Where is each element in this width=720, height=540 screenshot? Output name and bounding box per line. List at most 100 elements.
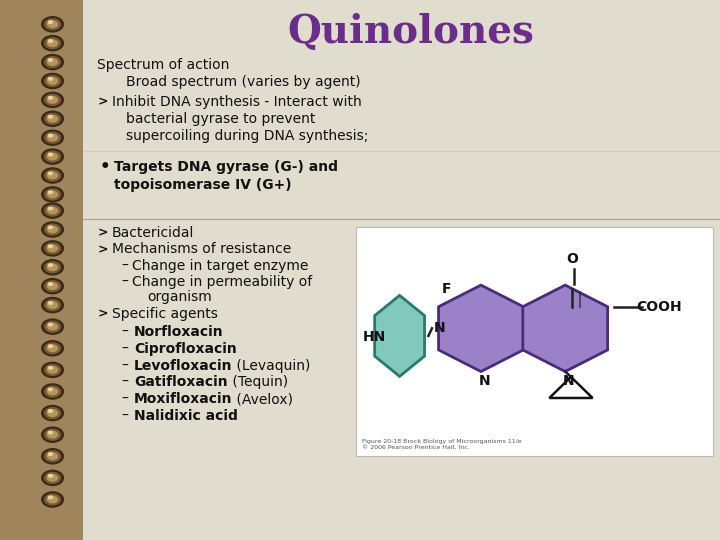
- Text: –: –: [121, 325, 128, 339]
- Bar: [356, 227, 713, 456]
- Ellipse shape: [45, 132, 60, 143]
- Text: Bactericidal: Bactericidal: [112, 226, 194, 240]
- Text: Spectrum of action: Spectrum of action: [97, 58, 230, 72]
- Text: •: •: [99, 158, 110, 177]
- Ellipse shape: [45, 94, 60, 105]
- Ellipse shape: [48, 366, 53, 369]
- Text: Gatifloxacin: Gatifloxacin: [134, 375, 228, 389]
- Polygon shape: [374, 295, 425, 376]
- Ellipse shape: [45, 451, 60, 462]
- Ellipse shape: [42, 222, 63, 237]
- Ellipse shape: [48, 323, 53, 326]
- Ellipse shape: [45, 281, 60, 292]
- Ellipse shape: [48, 191, 53, 194]
- Ellipse shape: [48, 367, 58, 373]
- Text: Quinolones: Quinolones: [287, 14, 534, 51]
- Ellipse shape: [48, 409, 53, 413]
- Ellipse shape: [42, 279, 63, 294]
- Ellipse shape: [42, 55, 63, 70]
- Polygon shape: [438, 285, 523, 372]
- Ellipse shape: [48, 58, 53, 62]
- Ellipse shape: [42, 111, 63, 126]
- Ellipse shape: [42, 149, 63, 164]
- Ellipse shape: [42, 17, 63, 32]
- Ellipse shape: [48, 207, 53, 210]
- Text: F: F: [441, 282, 451, 296]
- Text: Specific agents: Specific agents: [112, 307, 217, 321]
- Ellipse shape: [45, 76, 60, 86]
- Ellipse shape: [48, 39, 53, 42]
- Text: –: –: [121, 375, 128, 389]
- Ellipse shape: [48, 134, 53, 137]
- Ellipse shape: [45, 205, 60, 216]
- Text: Figure 20-18 Brock Biology of Microorganisms 11/e
© 2006 Pearson Prentice Hall, : Figure 20-18 Brock Biology of Microorgan…: [362, 439, 522, 450]
- Ellipse shape: [48, 40, 58, 46]
- Text: Ciprofloxacin: Ciprofloxacin: [134, 342, 237, 356]
- Ellipse shape: [48, 226, 53, 229]
- Ellipse shape: [45, 429, 60, 440]
- Text: –: –: [121, 409, 128, 423]
- Ellipse shape: [48, 475, 58, 481]
- Ellipse shape: [42, 298, 63, 313]
- Ellipse shape: [48, 153, 58, 160]
- Text: >: >: [97, 227, 108, 240]
- Text: N: N: [433, 321, 445, 335]
- Ellipse shape: [45, 321, 60, 332]
- Ellipse shape: [42, 492, 63, 507]
- Ellipse shape: [48, 77, 53, 80]
- Ellipse shape: [45, 386, 60, 397]
- Text: N: N: [563, 374, 575, 388]
- Ellipse shape: [48, 301, 53, 304]
- Ellipse shape: [48, 207, 58, 214]
- Ellipse shape: [45, 57, 60, 68]
- Text: –: –: [121, 259, 128, 273]
- Ellipse shape: [48, 96, 53, 99]
- Ellipse shape: [42, 406, 63, 421]
- Ellipse shape: [42, 362, 63, 377]
- Text: (Tequin): (Tequin): [228, 375, 288, 389]
- Text: –: –: [121, 275, 128, 289]
- Text: Levofloxacin: Levofloxacin: [134, 359, 233, 373]
- Ellipse shape: [45, 113, 60, 124]
- Text: (Avelox): (Avelox): [233, 392, 294, 406]
- Ellipse shape: [45, 494, 60, 505]
- Text: COOH: COOH: [636, 300, 682, 314]
- Ellipse shape: [48, 116, 58, 122]
- Text: topoisomerase IV (G+): topoisomerase IV (G+): [114, 178, 292, 192]
- Ellipse shape: [45, 224, 60, 235]
- Ellipse shape: [45, 408, 60, 418]
- Ellipse shape: [45, 170, 60, 181]
- Text: (Levaquin): (Levaquin): [233, 359, 311, 373]
- Ellipse shape: [48, 21, 53, 23]
- Text: Mechanisms of resistance: Mechanisms of resistance: [112, 242, 291, 256]
- Text: Targets DNA gyrase (G-) and: Targets DNA gyrase (G-) and: [114, 160, 338, 174]
- Ellipse shape: [48, 302, 58, 308]
- Ellipse shape: [48, 388, 58, 395]
- Ellipse shape: [48, 226, 58, 233]
- Ellipse shape: [48, 453, 58, 460]
- Text: Change in permeability of: Change in permeability of: [132, 275, 312, 289]
- Ellipse shape: [45, 262, 60, 273]
- Bar: [0, 0, 83, 540]
- Ellipse shape: [42, 73, 63, 89]
- Ellipse shape: [48, 153, 53, 156]
- Ellipse shape: [48, 323, 58, 330]
- Text: Nalidixic acid: Nalidixic acid: [134, 409, 238, 423]
- Ellipse shape: [48, 59, 58, 65]
- Text: organism: organism: [148, 290, 212, 304]
- Ellipse shape: [45, 300, 60, 310]
- Ellipse shape: [45, 364, 60, 375]
- Ellipse shape: [45, 472, 60, 483]
- Ellipse shape: [48, 388, 53, 390]
- Ellipse shape: [48, 496, 53, 499]
- Text: Norfloxacin: Norfloxacin: [134, 325, 223, 339]
- Ellipse shape: [48, 264, 58, 271]
- Ellipse shape: [42, 384, 63, 399]
- Ellipse shape: [48, 264, 53, 267]
- Text: –: –: [121, 342, 128, 356]
- Ellipse shape: [45, 19, 60, 30]
- Text: supercoiling during DNA synthesis;: supercoiling during DNA synthesis;: [126, 129, 369, 143]
- Ellipse shape: [42, 187, 63, 202]
- Ellipse shape: [42, 130, 63, 145]
- Text: >: >: [97, 308, 108, 321]
